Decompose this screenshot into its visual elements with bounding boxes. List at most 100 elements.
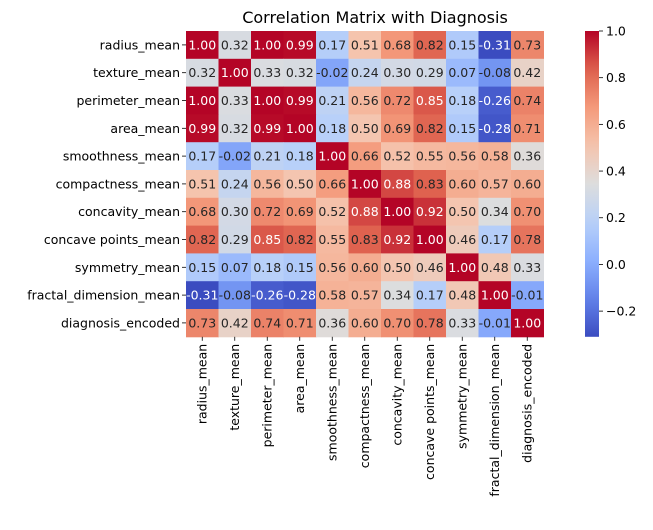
x-axis-tick-labels: radius_mean texture_mean perimeter_mean are… — [195, 336, 535, 497]
heatmap-cell — [348, 225, 382, 254]
heatmap-cell-value: 0.71 — [286, 315, 314, 330]
heatmap-cell — [348, 197, 382, 227]
heatmap-cell-value: -0.31 — [479, 37, 511, 52]
x-axis-tick-label: concave points_mean — [422, 344, 437, 480]
heatmap-cell-value: 1.00 — [188, 93, 216, 108]
heatmap-cell-value: 0.73 — [513, 37, 541, 52]
heatmap-cell-value: 0.52 — [383, 149, 411, 164]
heatmap-cell-value: 0.70 — [383, 315, 411, 330]
heatmap-cell-value: 0.18 — [286, 149, 314, 164]
heatmap-cell — [218, 309, 252, 338]
heatmap-cell-value: 0.36 — [513, 149, 541, 164]
heatmap-cell-value: -0.01 — [511, 288, 543, 303]
heatmap-cell-value: 0.33 — [253, 65, 281, 80]
y-axis-tick-label: symmetry_mean — [75, 260, 180, 275]
heatmap-cell — [413, 86, 447, 115]
heatmap-cell-value: 0.07 — [448, 65, 476, 80]
heatmap-cell — [446, 225, 479, 254]
heatmap-cell — [348, 86, 382, 115]
heatmap-cell-value: 0.74 — [253, 315, 281, 330]
x-axis-tick-label: smoothness_mean — [325, 344, 340, 461]
heatmap-cell — [511, 170, 544, 199]
heatmap-cell-value: 0.78 — [513, 232, 541, 247]
heatmap-cell — [446, 31, 479, 60]
heatmap-cell — [348, 253, 382, 282]
heatmap-cell — [218, 170, 252, 199]
heatmap-cell-value: 0.83 — [351, 232, 379, 247]
heatmap-cell — [478, 253, 512, 282]
heatmap-cell-value: 0.32 — [188, 65, 216, 80]
heatmap-cell-value: 0.85 — [416, 93, 444, 108]
heatmap-cell-value: 0.57 — [351, 288, 379, 303]
y-axis-tick-label: diagnosis_encoded — [61, 315, 180, 330]
heatmap-cell-value: 0.32 — [221, 37, 249, 52]
heatmap-cell-value: 0.83 — [416, 176, 444, 191]
heatmap-cell-value: 0.24 — [221, 176, 249, 191]
heatmap-cell — [478, 31, 512, 60]
heatmap-cell — [381, 142, 414, 171]
heatmap-cell-value: 0.15 — [448, 37, 476, 52]
heatmap-cell-value: 1.00 — [513, 315, 541, 330]
heatmap-cell — [218, 86, 252, 115]
heatmap-cell-value: 0.57 — [481, 176, 509, 191]
heatmap-cell — [348, 142, 382, 171]
heatmap-cell — [381, 86, 414, 115]
heatmap-cell-value: 0.56 — [448, 149, 476, 164]
heatmap-cell-value: 0.55 — [318, 232, 346, 247]
y-axis-tick-label: texture_mean — [93, 65, 180, 80]
heatmap-cell — [348, 31, 382, 60]
heatmap-cell — [446, 114, 479, 143]
heatmap-cell — [316, 31, 349, 60]
heatmap-cell — [511, 225, 544, 254]
heatmap-cell — [316, 142, 349, 171]
heatmap-cell-value: -0.31 — [186, 288, 218, 303]
heatmap-cell — [316, 281, 349, 310]
heatmap-cell-value: 0.66 — [351, 149, 379, 164]
heatmap-cell — [348, 309, 382, 338]
heatmap-cell — [251, 197, 284, 227]
heatmap-cell-value: -0.08 — [219, 288, 251, 303]
heatmap-cell-value: 0.29 — [416, 65, 444, 80]
heatmap-cell — [511, 197, 544, 227]
heatmap-cell-value: -0.28 — [284, 288, 316, 303]
heatmap-cell-value: 1.00 — [253, 93, 281, 108]
heatmap-cell — [283, 31, 317, 60]
heatmap-cell-value: 0.24 — [351, 65, 379, 80]
heatmap-cell — [413, 170, 447, 199]
heatmap-cell-value: 0.60 — [351, 260, 379, 275]
heatmap-cell-value: 0.48 — [448, 288, 476, 303]
heatmap-cells — [186, 31, 544, 338]
heatmap-cell — [283, 197, 317, 227]
heatmap-cell-value: 0.56 — [351, 93, 379, 108]
heatmap-cell — [186, 58, 219, 88]
heatmap-cell — [283, 86, 317, 115]
heatmap-cell — [283, 114, 317, 143]
heatmap-cell-value: 0.46 — [448, 232, 476, 247]
heatmap-cell-value: 0.56 — [253, 176, 281, 191]
y-axis-tick-label: concavity_mean — [78, 204, 180, 219]
heatmap-cell-value: 0.32 — [286, 65, 314, 80]
heatmap-cell — [186, 170, 219, 199]
heatmap-cell-value: 0.82 — [188, 232, 216, 247]
colorbar: 1.0 0.8 0.6 0.4 0.2 0.0 −0.2 — [585, 24, 636, 337]
heatmap-cell-value: 0.50 — [351, 121, 379, 136]
heatmap-cell — [251, 142, 284, 171]
x-axis-tick-label: radius_mean — [195, 344, 210, 424]
heatmap-cell-value: 0.34 — [481, 204, 509, 219]
heatmap-cell — [218, 225, 252, 254]
heatmap-cell-value: 0.60 — [513, 176, 541, 191]
heatmap-cell — [251, 31, 284, 60]
heatmap-cell — [251, 253, 284, 282]
heatmap-cell — [316, 86, 349, 115]
heatmap-cell-value: -0.01 — [479, 315, 511, 330]
heatmap-cell-value: 0.88 — [351, 204, 379, 219]
heatmap-cell-value: 0.18 — [448, 93, 476, 108]
heatmap-cell-value: 1.00 — [416, 232, 444, 247]
heatmap-cell — [446, 197, 479, 227]
colorbar-tick-label: 0.6 — [606, 117, 626, 132]
heatmap-cell-value: 0.29 — [221, 232, 249, 247]
heatmap-cell — [348, 58, 382, 88]
heatmap-cell-value: 0.88 — [383, 176, 411, 191]
heatmap-cell-value: 0.42 — [513, 65, 541, 80]
heatmap-cell-value: 0.51 — [188, 176, 216, 191]
